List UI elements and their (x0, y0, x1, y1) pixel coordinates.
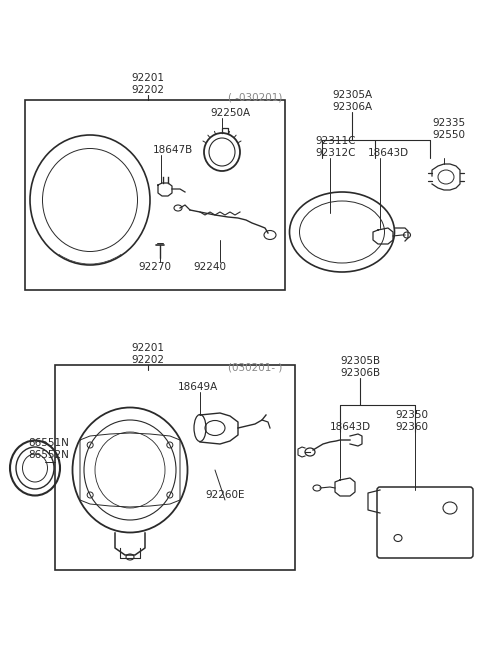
Text: 18643D: 18643D (330, 422, 371, 432)
Text: 86551N
86552N: 86551N 86552N (28, 438, 69, 460)
Text: (030201- ): (030201- ) (228, 362, 282, 372)
Bar (55, 365, 295, 570)
Text: ( -030201): ( -030201) (228, 92, 282, 102)
Text: 92270: 92270 (139, 262, 171, 272)
Text: 92305A
92306A: 92305A 92306A (332, 90, 372, 112)
Text: 92350
92360: 92350 92360 (395, 411, 428, 432)
Text: 92201
92202: 92201 92202 (132, 73, 165, 95)
Text: 92335
92550: 92335 92550 (432, 119, 465, 140)
Text: 92260E: 92260E (205, 490, 244, 500)
Text: 92240: 92240 (193, 262, 227, 272)
Text: 18647B: 18647B (153, 145, 193, 155)
Text: 92311C
92312C: 92311C 92312C (315, 136, 356, 158)
Text: 18643D: 18643D (368, 148, 409, 158)
Text: 92305B
92306B: 92305B 92306B (340, 356, 380, 378)
Text: 92201
92202: 92201 92202 (132, 343, 165, 365)
Text: 92250A: 92250A (210, 108, 250, 118)
Bar (25, 100, 285, 290)
Text: 18649A: 18649A (178, 382, 218, 392)
